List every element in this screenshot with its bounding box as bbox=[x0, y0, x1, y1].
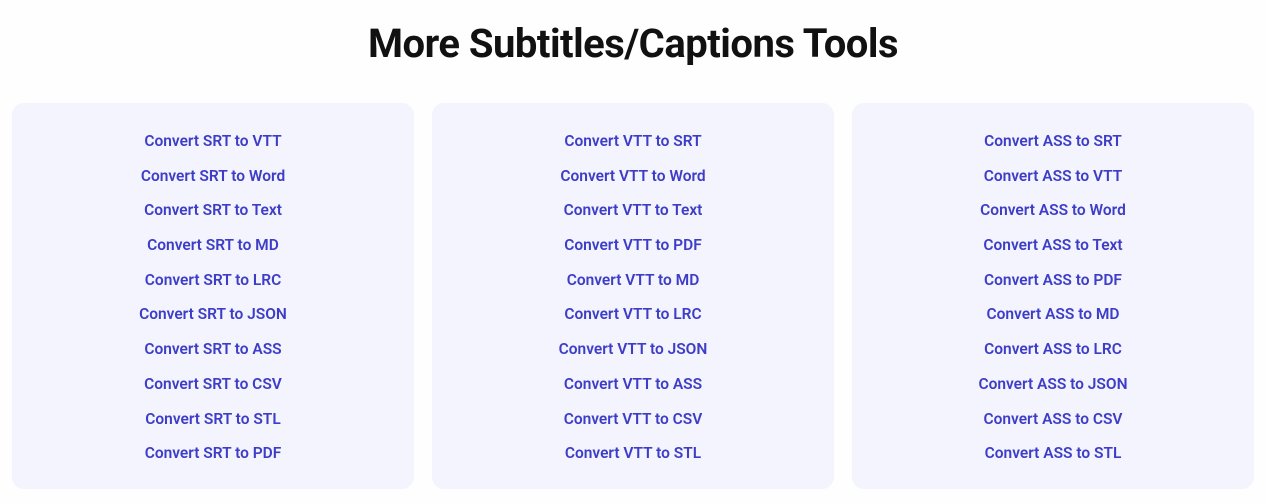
tool-link[interactable]: Convert ASS to VTT bbox=[872, 166, 1234, 188]
tool-link[interactable]: Convert VTT to SRT bbox=[452, 131, 814, 153]
tool-link[interactable]: Convert SRT to VTT bbox=[32, 131, 394, 153]
tool-link[interactable]: Convert SRT to Word bbox=[32, 166, 394, 188]
tool-link[interactable]: Convert VTT to CSV bbox=[452, 409, 814, 431]
tool-link[interactable]: Convert SRT to LRC bbox=[32, 270, 394, 292]
tools-card-vtt: Convert VTT to SRT Convert VTT to Word C… bbox=[432, 103, 834, 489]
tools-card-ass: Convert ASS to SRT Convert ASS to VTT Co… bbox=[852, 103, 1254, 489]
tool-link[interactable]: Convert SRT to JSON bbox=[32, 304, 394, 326]
tool-link[interactable]: Convert ASS to MD bbox=[872, 304, 1234, 326]
tool-link[interactable]: Convert VTT to PDF bbox=[452, 235, 814, 257]
tool-link[interactable]: Convert VTT to STL bbox=[452, 443, 814, 465]
tool-link[interactable]: Convert ASS to CSV bbox=[872, 409, 1234, 431]
tool-link[interactable]: Convert SRT to PDF bbox=[32, 443, 394, 465]
tool-link[interactable]: Convert VTT to JSON bbox=[452, 339, 814, 361]
tool-link[interactable]: Convert ASS to SRT bbox=[872, 131, 1234, 153]
columns-wrapper: Convert SRT to VTT Convert SRT to Word C… bbox=[8, 103, 1258, 489]
tool-link[interactable]: Convert VTT to ASS bbox=[452, 374, 814, 396]
tool-link[interactable]: Convert ASS to PDF bbox=[872, 270, 1234, 292]
tool-link[interactable]: Convert ASS to LRC bbox=[872, 339, 1234, 361]
tool-link[interactable]: Convert SRT to CSV bbox=[32, 374, 394, 396]
tools-card-srt: Convert SRT to VTT Convert SRT to Word C… bbox=[12, 103, 414, 489]
tool-link[interactable]: Convert SRT to MD bbox=[32, 235, 394, 257]
tool-link[interactable]: Convert SRT to STL bbox=[32, 409, 394, 431]
tool-link[interactable]: Convert ASS to Text bbox=[872, 235, 1234, 257]
tool-link[interactable]: Convert ASS to JSON bbox=[872, 374, 1234, 396]
tool-link[interactable]: Convert VTT to Word bbox=[452, 166, 814, 188]
tool-link[interactable]: Convert VTT to MD bbox=[452, 270, 814, 292]
tool-link[interactable]: Convert SRT to Text bbox=[32, 200, 394, 222]
tool-link[interactable]: Convert SRT to ASS bbox=[32, 339, 394, 361]
page-title: More Subtitles/Captions Tools bbox=[8, 0, 1258, 103]
tool-link[interactable]: Convert VTT to Text bbox=[452, 200, 814, 222]
tool-link[interactable]: Convert ASS to Word bbox=[872, 200, 1234, 222]
tool-link[interactable]: Convert VTT to LRC bbox=[452, 304, 814, 326]
tools-section: More Subtitles/Captions Tools Convert SR… bbox=[0, 0, 1266, 489]
tool-link[interactable]: Convert ASS to STL bbox=[872, 443, 1234, 465]
